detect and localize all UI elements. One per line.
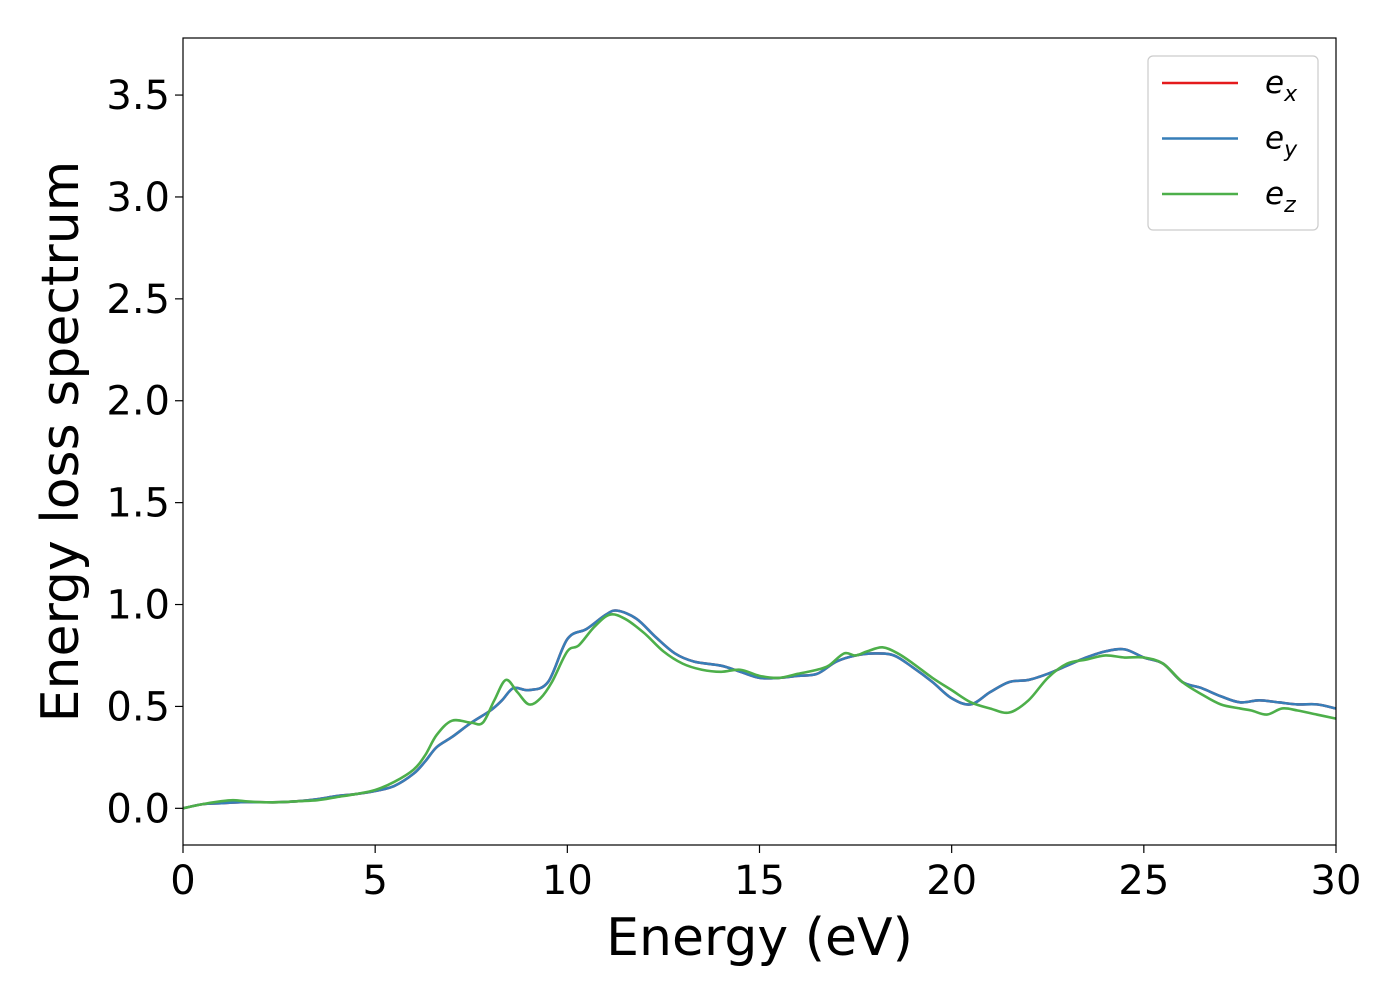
series-line-e-z [182, 613, 1337, 810]
y-tick-label: 3.5 [106, 73, 170, 119]
legend: ex ey ez [1147, 55, 1319, 231]
legend-label-e-z: ez [1265, 176, 1296, 218]
x-tick-label: 0 [170, 858, 195, 904]
series-layer [182, 609, 1337, 810]
x-tick-label: 10 [542, 858, 593, 904]
y-axis: 0.0 0.5 1.0 1.5 2.0 2.5 3.0 3.5 [106, 73, 183, 832]
y-tick-label: 2.5 [106, 277, 170, 323]
x-axis: 0 5 10 15 20 25 30 [170, 845, 1361, 904]
y-tick-label: 1.5 [106, 481, 170, 527]
series-line-e-y [182, 609, 1337, 810]
x-tick-label: 25 [1118, 858, 1169, 904]
legend-label-e-x: ex [1265, 65, 1298, 107]
x-tick-label: 20 [926, 858, 977, 904]
y-tick-label: 0.0 [106, 786, 170, 832]
y-tick-label: 3.0 [106, 175, 170, 221]
legend-label-e-y: ey [1265, 121, 1298, 163]
x-tick-label: 30 [1311, 858, 1362, 904]
x-tick-label: 15 [734, 858, 785, 904]
x-tick-label: 5 [362, 858, 387, 904]
y-tick-label: 1.0 [106, 583, 170, 629]
legend-box [1147, 55, 1319, 231]
x-axis-label: Energy (eV) [606, 908, 913, 968]
y-axis-label: Energy loss spectrum [31, 161, 91, 723]
y-tick-label: 0.5 [106, 684, 170, 730]
y-tick-label: 2.0 [106, 379, 170, 425]
